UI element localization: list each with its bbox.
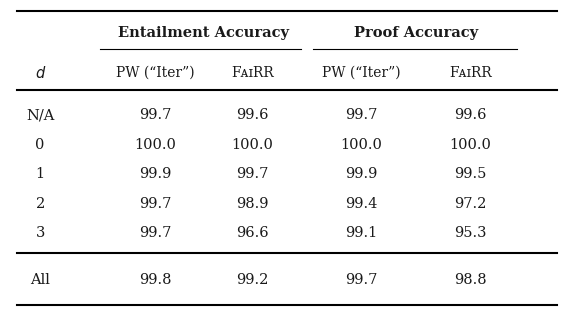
Text: 99.5: 99.5: [455, 167, 487, 181]
Text: 99.9: 99.9: [139, 167, 171, 181]
Text: 99.7: 99.7: [139, 197, 171, 210]
Text: N/A: N/A: [26, 108, 55, 122]
Text: 99.2: 99.2: [236, 273, 269, 287]
Text: 96.6: 96.6: [236, 226, 269, 240]
Text: All: All: [30, 273, 50, 287]
Text: 3: 3: [36, 226, 45, 240]
Text: 97.2: 97.2: [455, 197, 487, 210]
Text: 0: 0: [36, 138, 45, 152]
Text: 99.7: 99.7: [236, 167, 269, 181]
Text: Entailment Accuracy: Entailment Accuracy: [118, 26, 289, 40]
Text: 99.8: 99.8: [139, 273, 171, 287]
Text: PW (“Iter”): PW (“Iter”): [116, 66, 194, 80]
Text: 99.7: 99.7: [139, 108, 171, 122]
Text: 1: 1: [36, 167, 45, 181]
Text: 98.9: 98.9: [236, 197, 269, 210]
Text: Proof Accuracy: Proof Accuracy: [354, 26, 478, 40]
Text: FᴀɪRR: FᴀɪRR: [231, 66, 274, 80]
Text: 99.6: 99.6: [455, 108, 487, 122]
Text: 2: 2: [36, 197, 45, 210]
Text: 100.0: 100.0: [232, 138, 273, 152]
Text: 98.8: 98.8: [455, 273, 487, 287]
Text: 100.0: 100.0: [341, 138, 382, 152]
Text: PW (“Iter”): PW (“Iter”): [323, 66, 401, 80]
Text: 99.9: 99.9: [346, 167, 378, 181]
Text: 99.7: 99.7: [346, 273, 378, 287]
Text: 100.0: 100.0: [134, 138, 176, 152]
Text: FᴀɪRR: FᴀɪRR: [449, 66, 492, 80]
Text: 99.4: 99.4: [346, 197, 378, 210]
Text: 100.0: 100.0: [450, 138, 491, 152]
Text: 99.1: 99.1: [346, 226, 378, 240]
Text: 99.7: 99.7: [139, 226, 171, 240]
Text: 95.3: 95.3: [455, 226, 487, 240]
Text: 99.6: 99.6: [236, 108, 269, 122]
Text: 99.7: 99.7: [346, 108, 378, 122]
Text: $d$: $d$: [34, 65, 46, 81]
